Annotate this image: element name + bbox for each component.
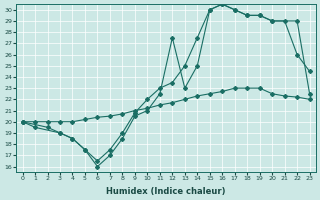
X-axis label: Humidex (Indice chaleur): Humidex (Indice chaleur) — [106, 187, 226, 196]
